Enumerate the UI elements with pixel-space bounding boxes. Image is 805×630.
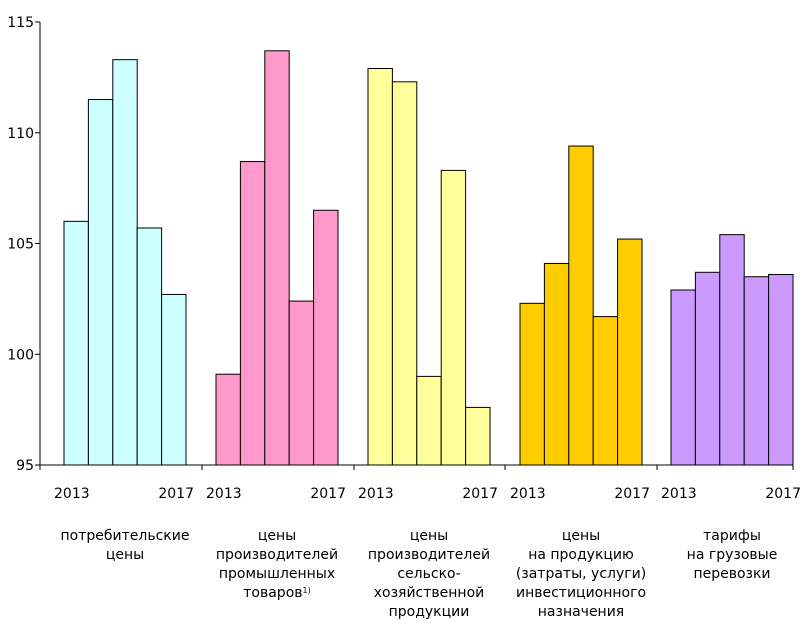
x-year-label-end: 2017 bbox=[462, 486, 498, 502]
footnote-mark: 1) bbox=[303, 586, 311, 595]
bar bbox=[694, 271, 721, 466]
group-label-line: (затраты, услуги) bbox=[516, 566, 646, 582]
group-label-line: производителей bbox=[368, 547, 490, 563]
bar bbox=[768, 274, 794, 466]
group-label-line: цены bbox=[106, 547, 144, 563]
bar bbox=[161, 293, 187, 466]
group-label-line: продукции bbox=[389, 604, 470, 620]
bar bbox=[391, 81, 418, 466]
y-tick-label: 105 bbox=[7, 237, 34, 253]
bar bbox=[367, 68, 393, 466]
y-tick-label: 100 bbox=[7, 347, 34, 363]
group-label-line: промышленных bbox=[219, 566, 335, 582]
group-label-line: сельско- bbox=[397, 566, 460, 582]
x-year-label-start: 2013 bbox=[661, 486, 697, 502]
group-label: тарифы на грузовые перевозки bbox=[687, 528, 778, 582]
x-year-label-start: 2013 bbox=[206, 486, 242, 502]
y-tick-label: 110 bbox=[7, 126, 34, 142]
bar bbox=[416, 375, 442, 466]
bar bbox=[215, 373, 241, 466]
group-label: цены на продукцию (затраты, услуги) инвести… bbox=[516, 528, 646, 620]
bar bbox=[670, 289, 696, 466]
group-label: потребительские цены bbox=[61, 528, 190, 563]
group-label-line: тарифы bbox=[703, 528, 761, 544]
x-year-label-end: 2017 bbox=[614, 486, 650, 502]
group-label-line: цены bbox=[562, 528, 600, 544]
group-label: цены производителей промышленных товаров1) bbox=[216, 528, 338, 601]
group-label-line: на продукцию bbox=[528, 547, 634, 563]
bar bbox=[239, 161, 266, 466]
x-year-label-end: 2017 bbox=[765, 486, 801, 502]
y-tick-label: 115 bbox=[7, 15, 34, 31]
bar bbox=[112, 59, 138, 466]
bar bbox=[519, 302, 545, 466]
bar bbox=[440, 169, 467, 466]
bar bbox=[87, 99, 114, 466]
group-label-line: товаров bbox=[243, 585, 302, 601]
bar bbox=[288, 300, 315, 466]
y-tick-label: 95 bbox=[16, 458, 34, 474]
group-label-line: перевозки bbox=[693, 566, 770, 582]
bar bbox=[592, 316, 619, 466]
bar bbox=[313, 209, 339, 466]
bar bbox=[63, 220, 89, 466]
group-label-line: инвестиционного bbox=[516, 585, 646, 601]
bars bbox=[63, 50, 794, 466]
x-year-label-start: 2013 bbox=[358, 486, 394, 502]
group-label-line: потребительские bbox=[61, 528, 190, 544]
bar bbox=[568, 145, 594, 466]
bar bbox=[465, 406, 491, 466]
bar bbox=[543, 262, 570, 466]
group-label-line: на грузовые bbox=[687, 547, 778, 563]
group-label-line: назначения bbox=[538, 604, 624, 620]
group-label-line: цены bbox=[410, 528, 448, 544]
group-label-line: хозяйственной bbox=[374, 585, 485, 601]
group-label-line: цены bbox=[258, 528, 296, 544]
x-year-label-start: 2013 bbox=[510, 486, 546, 502]
group-label-line: производителей bbox=[216, 547, 338, 563]
group-label: цены производителей сельско-хозяйственной п… bbox=[368, 528, 490, 620]
bar bbox=[743, 276, 770, 466]
x-year-label-end: 2017 bbox=[158, 486, 194, 502]
bar bbox=[264, 50, 290, 466]
x-year-label-start: 2013 bbox=[54, 486, 90, 502]
bar bbox=[136, 227, 163, 466]
x-year-label-end: 2017 bbox=[310, 486, 346, 502]
bar bbox=[719, 234, 745, 466]
bar bbox=[617, 238, 643, 466]
